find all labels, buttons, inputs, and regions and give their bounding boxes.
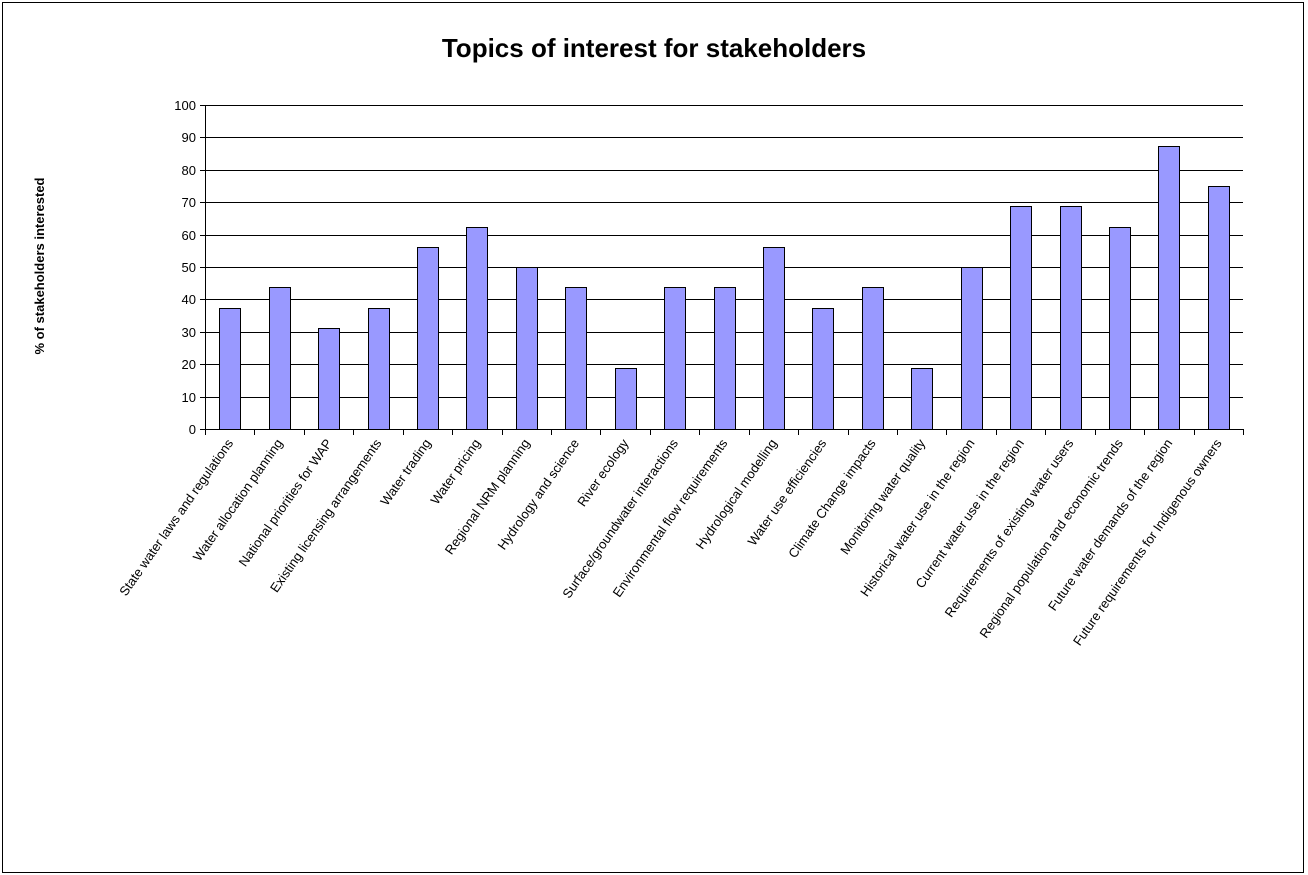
chart-title: Topics of interest for stakeholders xyxy=(442,33,866,63)
y-tick-label: 60 xyxy=(182,228,196,243)
bar xyxy=(812,308,834,430)
bar xyxy=(318,328,340,430)
x-tick-label: Regional NRM planning xyxy=(442,436,533,557)
bar xyxy=(1010,206,1032,430)
bar xyxy=(1109,227,1131,430)
bar xyxy=(466,227,488,430)
y-tick-labels: 0 10 20 30 40 50 60 70 80 90 100 xyxy=(174,98,196,437)
bar xyxy=(417,247,439,430)
x-tick-label: Water allocation planning xyxy=(190,436,286,564)
bar xyxy=(516,267,538,430)
bar xyxy=(1208,186,1230,430)
bar xyxy=(911,368,933,430)
y-tick-label: 0 xyxy=(189,422,196,437)
bar xyxy=(368,308,390,430)
y-tick-label: 100 xyxy=(174,98,196,113)
bars xyxy=(219,146,1230,430)
y-tick-label: 80 xyxy=(182,163,196,178)
bar xyxy=(714,287,736,430)
bar xyxy=(862,287,884,430)
y-tick-label: 30 xyxy=(182,325,196,340)
bar xyxy=(763,247,785,430)
bar xyxy=(1158,146,1180,430)
y-tick-label: 20 xyxy=(182,357,196,372)
y-tick-label: 50 xyxy=(182,260,196,275)
y-tick-label: 70 xyxy=(182,195,196,210)
y-tick-label: 40 xyxy=(182,292,196,307)
bar xyxy=(961,267,983,430)
axes xyxy=(200,105,1244,435)
x-tick-label: Water pricing xyxy=(427,436,483,507)
y-tick-label: 10 xyxy=(182,390,196,405)
bar xyxy=(615,368,637,430)
x-tick-label: River ecology xyxy=(574,436,632,510)
y-axis-label: % of stakeholders interested xyxy=(32,177,47,354)
bar xyxy=(565,287,587,430)
x-tick-label: Climate Change impacts xyxy=(785,436,879,561)
bar xyxy=(664,287,686,430)
x-tick-label: Monitoring water quality xyxy=(837,436,928,557)
bar xyxy=(219,308,241,430)
x-tick-label: National priorities for WAP xyxy=(236,436,335,569)
x-tick-label: Water trading xyxy=(377,436,434,508)
bar xyxy=(1060,206,1082,430)
y-tick-label: 90 xyxy=(182,130,196,145)
bar xyxy=(269,287,291,430)
